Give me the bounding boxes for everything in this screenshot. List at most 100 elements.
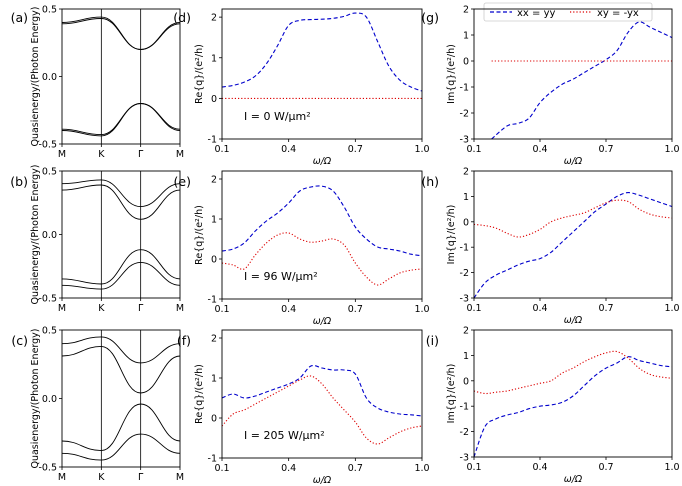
y-tick-label: 0.5 [42,167,57,178]
axes-frame [473,329,673,458]
panel-h: (h) 0.1 0.4 0.7 1.0 -3 -2 -1 0 1 2 ω/Ω Im{q}/(e²/h) [421,167,679,327]
y-tick-label: 2 [211,334,217,345]
y-axis-label: Quasienergy/(Photon Energy) [30,328,41,468]
y-tick-label: 1 [463,351,469,362]
x-tick-label: 0.1 [214,304,229,315]
series-xx-line [222,185,422,257]
panel-label-e: (e) [174,174,191,189]
legend-label-xx: xx = yy [517,8,555,19]
x-tick-label: 1.0 [414,144,429,155]
y-tick-label: 0.0 [42,230,57,241]
x-tick-label: Γ [138,303,144,314]
x-tick-label: 0.7 [348,144,363,155]
y-tick-label: -3 [460,294,469,305]
band-line-1 [62,336,180,364]
y-tick-label: 1 [463,192,469,203]
x-tick-label: M [58,149,66,160]
y-tick-label: 1 [211,215,217,226]
panel-i: (i) 0.1 0.4 0.7 1.0 -3 -2 -1 0 1 2 ω/Ω Im{q}/(e²/h) [426,326,680,486]
y-axis-label: Quasienergy/(Photon Energy) [30,164,41,304]
series-xx-line [474,192,672,298]
y-tick-label: 1 [211,53,217,64]
x-axis-label: ω/Ω [313,316,332,327]
y-tick-label: 1 [463,31,469,42]
x-tick-label: 1.0 [664,462,679,473]
y-tick-label: 0 [463,57,469,68]
y-tick-label: -2 [460,268,469,279]
x-tick-label: 0.4 [532,462,547,473]
x-axis-label: ω/Ω [313,156,332,167]
intensity-annotation: I = 205 W/μm² [244,429,325,442]
x-tick-label: K [98,472,105,483]
x-tick-label: M [58,303,66,314]
band-line-4 [62,261,180,290]
series-xy-line [474,199,672,238]
x-tick-label: 0.1 [466,144,481,155]
panel-label-f: (f) [177,333,191,348]
y-axis-label: Im{q}/(e²/h) [446,205,457,265]
panel-label-a: (a) [11,10,28,25]
y-tick-label: -3 [460,453,469,464]
y-tick-label: 0 [211,94,217,105]
x-tick-label: M [176,472,184,483]
axes-frame [61,329,181,468]
x-tick-label: 0.7 [598,303,613,314]
band-line-2 [62,345,180,394]
panel-label-i: (i) [426,333,439,348]
y-tick-label: 0.5 [42,5,57,16]
x-axis-label: ω/Ω [564,156,583,167]
y-tick-label: 0 [211,255,217,266]
y-tick-label: -1 [460,243,469,254]
y-axis-label: Re{q}/(e²/h) [194,205,205,265]
y-tick-label: 0.5 [42,326,57,337]
y-axis-label: Re{q}/(e²/h) [194,364,205,424]
x-tick-label: 0.7 [348,463,363,474]
x-tick-label: Γ [138,149,144,160]
axes-frame [473,170,673,299]
x-tick-label: 1.0 [414,463,429,474]
x-axis-label: ω/Ω [564,474,583,485]
panel-label-g: (g) [421,10,439,25]
y-tick-label: 0 [463,217,469,228]
y-tick-label: 2 [211,175,217,186]
axes-frame [221,8,423,140]
x-tick-label: 0.4 [532,144,547,155]
y-axis-label: Re{q}/(e²/h) [194,44,205,104]
x-tick-label: M [58,472,66,483]
y-tick-label: -1 [208,454,217,465]
y-tick-label: -2 [460,109,469,120]
y-axis-label: Im{q}/(e²/h) [446,364,457,424]
x-tick-label: M [176,303,184,314]
y-tick-label: 2 [463,326,469,337]
y-tick-label: -1 [208,295,217,306]
band-line-1 [62,179,180,208]
x-tick-label: 1.0 [664,303,679,314]
x-tick-label: 0.7 [348,304,363,315]
axes-frame [61,170,181,299]
y-tick-label: 0.0 [42,394,57,405]
y-tick-label: 1 [211,374,217,385]
series-xy-line [222,232,422,286]
band-line-2 [62,18,180,50]
series-xx-line [222,364,422,417]
panel-label-c: (c) [11,333,28,348]
y-tick-label: -3 [460,135,469,146]
panel-label-h: (h) [421,174,439,189]
y-tick-label: 0 [211,414,217,425]
panel-label-b: (b) [10,174,28,189]
axes-frame [221,329,423,459]
intensity-annotation: I = 0 W/μm² [244,110,311,123]
x-tick-label: 0.7 [598,462,613,473]
x-axis-label: ω/Ω [313,475,332,486]
y-tick-label: -1 [460,402,469,413]
y-tick-label: -1 [208,135,217,146]
axes-frame [221,170,423,300]
series-xy-line [474,350,672,395]
x-tick-label: 0.4 [281,144,296,155]
y-tick-label: 2 [463,5,469,16]
x-tick-label: Γ [138,472,144,483]
y-tick-label: 0 [463,376,469,387]
